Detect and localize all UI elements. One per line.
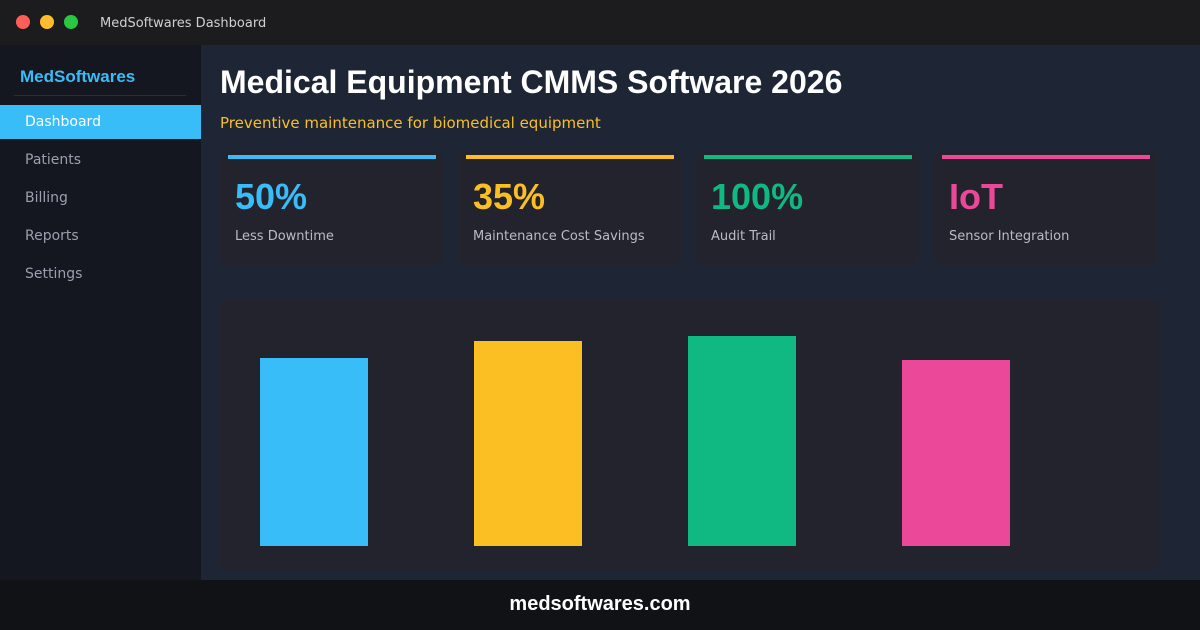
stat-card: IoT Sensor Integration [934, 152, 1157, 265]
bar [474, 341, 582, 546]
card-value: IoT [949, 176, 1003, 217]
card-label: Audit Trail [711, 229, 776, 244]
subtitle: Preventive maintenance for biomedical eq… [220, 114, 601, 132]
close-button[interactable] [16, 15, 30, 29]
page-title: Medical Equipment CMMS Software 2026 [220, 64, 843, 100]
bar [688, 336, 796, 546]
footer: medsoftwares.com [0, 580, 1200, 630]
card-accent [228, 155, 436, 159]
stat-card: 35% Maintenance Cost Savings [458, 152, 681, 265]
card-label: Maintenance Cost Savings [473, 229, 645, 244]
nav-item[interactable]: Billing [25, 190, 68, 206]
card-label: Sensor Integration [949, 229, 1070, 244]
stat-card: 50% Less Downtime [220, 152, 443, 265]
maximize-button[interactable] [64, 15, 78, 29]
brand: MedSoftwares [20, 67, 136, 86]
divider [14, 95, 186, 96]
chart [220, 300, 1160, 570]
card-accent [942, 155, 1150, 159]
title-bar: MedSoftwares Dashboard [0, 0, 1200, 45]
minimize-button[interactable] [40, 15, 54, 29]
sidebar: MedSoftwares Dashboard Patients Billing Rep… [0, 45, 201, 580]
card-value: 35% [473, 176, 546, 217]
card-accent [704, 155, 912, 159]
nav-item[interactable]: Patients [25, 152, 82, 168]
window-title: MedSoftwares Dashboard [100, 16, 267, 31]
card-value: 50% [235, 176, 308, 217]
nav-item[interactable]: Settings [25, 266, 83, 282]
bar [260, 358, 368, 546]
stat-card: 100% Audit Trail [696, 152, 919, 265]
nav-item[interactable]: Reports [25, 228, 79, 244]
bar [902, 360, 1010, 546]
card-label: Less Downtime [235, 229, 334, 244]
card-accent [466, 155, 674, 159]
nav-item[interactable]: Dashboard [0, 105, 201, 139]
card-value: 100% [711, 176, 804, 217]
